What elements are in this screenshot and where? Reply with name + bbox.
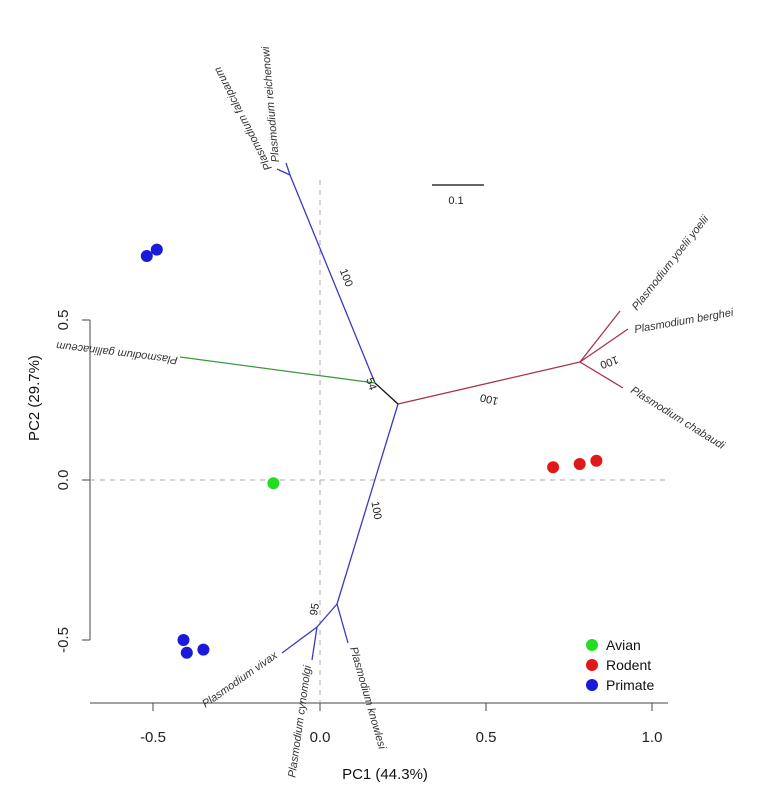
reference-lines [90,180,668,703]
x-tick-label: 0.0 [310,729,331,746]
y-tick-label: 0.5 [55,310,72,331]
legend-marker [586,659,598,671]
point-avian [267,477,280,490]
x-tick-label: 1.0 [642,729,663,746]
point-rodent [547,461,560,474]
phylogenetic-tree [179,162,629,661]
tree-branch [579,310,621,363]
tree-branch [579,361,624,389]
legend-label: Rodent [606,657,651,673]
support-value: 100 [337,267,355,289]
x-tick-labels: -0.5 0.0 0.5 1.0 [140,729,662,746]
support-value: 95 [308,602,322,616]
scatter-points [140,243,603,659]
point-primate [180,646,193,659]
tree-branch [336,403,399,605]
support-values: 100 54 100 100 100 95 [308,267,620,616]
scale-bar: 0.1 [432,184,484,207]
point-primate [177,634,190,646]
support-value: 100 [479,391,500,407]
legend-marker [586,679,598,691]
y-tick-label: -0.5 [55,627,72,653]
point-primate [197,643,210,656]
tree-branch [397,361,581,405]
y-axis-title: PC2 (29.7%) [26,355,43,441]
leaf-label: Plasmodium berghei [633,307,734,336]
tree-branch [281,626,318,654]
legend-item-rodent: Rodent [586,657,651,673]
point-primate [140,250,153,262]
legend-item-primate: Primate [586,677,654,693]
x-tick-label: -0.5 [140,729,166,746]
tree-branch [289,174,376,384]
legend-marker [586,639,598,651]
tree-branch [579,328,629,363]
support-value: 100 [368,500,383,520]
tree-branch [316,603,338,628]
tree-branch [179,356,376,384]
tree-branch [336,603,349,644]
support-value: 54 [363,376,378,391]
leaf-label: Plasmodium knowlesi [347,646,388,752]
legend-label: Avian [606,637,641,653]
support-value: 100 [598,353,619,371]
x-tick-label: 0.5 [476,729,497,746]
point-primate [150,243,163,256]
point-rodent [573,458,586,470]
leaf-label: Plasmodium cynomolgi [286,664,314,778]
tree-branch [311,626,318,661]
tree-branch [285,162,291,176]
legend-label: Primate [606,677,654,693]
x-axis-title: PC1 (44.3%) [342,766,428,783]
leaf-label: Plasmodium gallinaceum [56,339,179,366]
scale-bar-label: 0.1 [448,195,463,207]
legend: Avian Rodent Primate [586,637,654,693]
point-rodent [590,454,603,467]
y-tick-labels: 0.5 0.0 -0.5 [55,310,72,653]
y-tick-label: 0.0 [55,470,72,491]
tree-branch [374,382,399,405]
leaf-label: Plasmodium vivax [200,649,280,710]
leaf-label: Plasmodium yoelii yoelii [630,213,712,313]
legend-item-avian: Avian [586,637,641,653]
leaf-label: Plasmodium chabaudi [628,384,727,452]
tree-branch [276,168,291,176]
